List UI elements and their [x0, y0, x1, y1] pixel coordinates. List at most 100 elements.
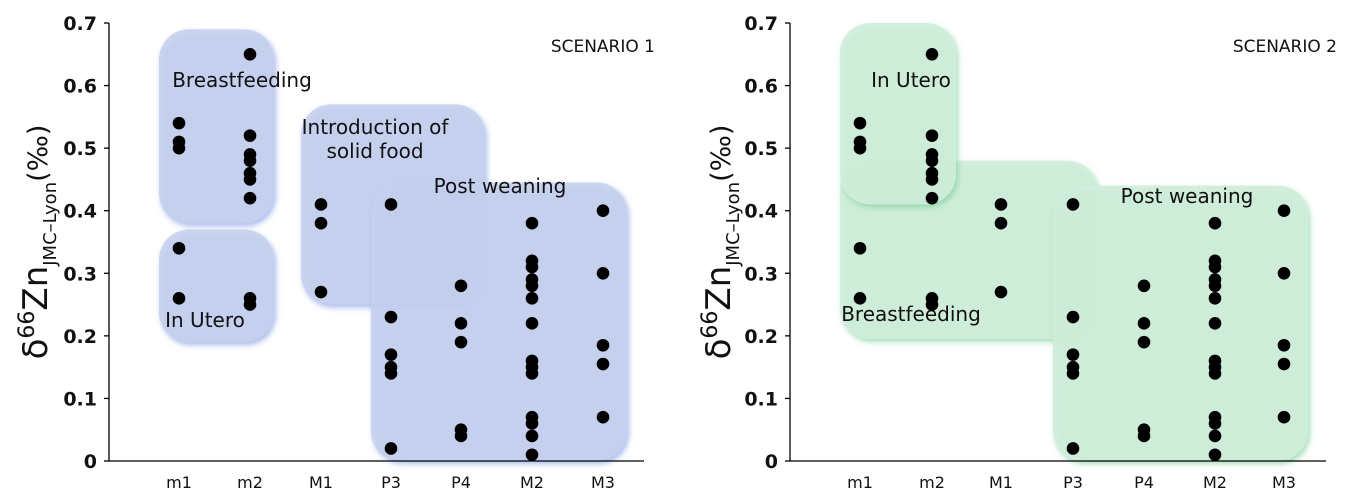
y-tick-label: 0.6	[744, 76, 778, 98]
data-point-m2	[1208, 292, 1222, 305]
data-point-m3	[596, 266, 610, 280]
group-label-breastfeeding: Breastfeeding	[841, 302, 981, 326]
group-box-in-utero	[840, 23, 956, 205]
data-point-m1	[994, 216, 1008, 230]
data-point-m2	[525, 448, 539, 462]
data-point-p4	[1137, 429, 1151, 443]
data-point-m3	[1277, 266, 1291, 280]
data-point-p4	[454, 279, 468, 293]
data-point-m2	[1208, 448, 1222, 462]
data-point-m2	[243, 129, 257, 142]
data-point-p3	[384, 198, 398, 211]
y-tick-label: 0	[765, 451, 778, 473]
y-tick-label: 0	[84, 451, 97, 473]
data-point-m2	[1208, 260, 1222, 274]
svg-text:δ66ZnJMC–Lyon(‰): δ66ZnJMC–Lyon(‰)	[698, 125, 744, 360]
data-point-m2	[925, 129, 939, 142]
data-point-m1	[994, 198, 1008, 211]
data-point-p4	[454, 335, 468, 349]
y-tick-label: 0.7	[63, 13, 97, 35]
data-point-p3	[384, 348, 398, 361]
group-label-breastfeeding: Breastfeeding	[172, 68, 312, 92]
group-box-post-weaning	[371, 182, 627, 462]
data-point-m2	[1208, 417, 1222, 430]
data-point-p4	[1137, 317, 1151, 330]
data-point-p4	[454, 317, 468, 330]
data-point-m2	[1208, 216, 1222, 230]
data-point-m1	[314, 198, 328, 211]
x-tick-label-p3: P3	[1063, 473, 1083, 492]
data-point-m3	[596, 410, 610, 424]
data-point-m2	[243, 154, 257, 167]
data-point-m2	[525, 279, 539, 293]
chart-title: SCENARIO 2	[1233, 37, 1337, 57]
y-tick-label: 0.5	[744, 138, 778, 160]
y-tick-label: 0.5	[63, 138, 97, 160]
x-tick-label-m1: M1	[309, 473, 333, 492]
data-point-m1	[853, 241, 867, 255]
data-point-m2	[925, 298, 939, 311]
data-point-m2	[243, 173, 257, 186]
x-tick-label-m2: m2	[919, 473, 945, 492]
y-tick-label: 0.6	[63, 76, 97, 98]
data-point-m2	[525, 292, 539, 305]
data-point-m1	[314, 216, 328, 230]
data-point-m3	[596, 357, 610, 371]
y-tick-label: 0.1	[744, 388, 778, 410]
group-label-post-weaning: Post weaning	[434, 174, 567, 198]
group-label-post-weaning: Post weaning	[1121, 184, 1254, 208]
y-tick-label: 0.2	[744, 326, 778, 348]
data-point-m1	[853, 141, 867, 155]
x-tick-label-p4: P4	[1134, 473, 1154, 492]
data-point-m1	[172, 116, 186, 130]
data-point-m3	[596, 204, 610, 218]
data-point-m1	[994, 285, 1008, 299]
data-point-m2	[1208, 279, 1222, 293]
y-axis-label: δ66ZnJMC–Lyon(‰)	[15, 125, 61, 360]
scenario-2-chart: Breastfeeding In Utero Post weaning 0 0.1 0.2…	[683, 0, 1366, 493]
svg-text:δ66ZnJMC–Lyon(‰): δ66ZnJMC–Lyon(‰)	[15, 125, 61, 360]
x-tick-label-m3: M3	[591, 473, 615, 492]
data-point-m2	[925, 191, 939, 205]
data-point-m2	[243, 298, 257, 311]
data-point-p3	[1066, 198, 1080, 211]
y-axis-label: δ66ZnJMC–Lyon(‰)	[698, 125, 744, 360]
data-point-m1	[314, 285, 328, 299]
data-point-m2	[525, 216, 539, 230]
data-point-m2	[525, 367, 539, 380]
data-point-m1	[172, 241, 186, 255]
group-box-breastfeeding	[840, 160, 1097, 339]
data-point-m3	[596, 338, 610, 352]
data-point-m3	[1277, 338, 1291, 352]
x-tick-label-m3: M3	[1272, 473, 1296, 492]
group-label-in-utero: In Utero	[165, 308, 245, 332]
x-tick-label-m2: M2	[1203, 473, 1227, 492]
data-point-p3	[1066, 442, 1080, 455]
data-point-m2	[1208, 429, 1222, 443]
y-tick-label: 0.1	[63, 388, 97, 410]
data-point-m1	[172, 141, 186, 155]
data-point-m1	[172, 292, 186, 305]
x-tick-label-m1: m1	[166, 473, 192, 492]
data-point-p3	[1066, 310, 1080, 324]
data-point-p4	[1137, 335, 1151, 349]
data-point-p3	[384, 310, 398, 324]
data-point-m2	[925, 47, 939, 61]
chart-svg: Breastfeeding In Utero Introduction of soli…	[15, 13, 655, 492]
data-point-m2	[243, 191, 257, 205]
data-point-m2	[525, 260, 539, 274]
chart-svg: Breastfeeding In Utero Post weaning 0 0.1 0.2…	[698, 13, 1337, 492]
data-point-p4	[1137, 279, 1151, 293]
data-point-p3	[1066, 367, 1080, 380]
data-point-m2	[525, 317, 539, 330]
chart-title: SCENARIO 1	[551, 37, 655, 57]
data-point-m2	[525, 417, 539, 430]
y-tick-label: 0.2	[63, 326, 97, 348]
y-tick-label: 0.4	[63, 201, 97, 223]
x-tick-label-m1: m1	[847, 473, 873, 492]
data-point-m2	[1208, 317, 1222, 330]
data-point-m2	[243, 47, 257, 61]
data-point-p4	[454, 429, 468, 443]
data-point-m1	[853, 292, 867, 305]
data-point-m3	[1277, 410, 1291, 424]
